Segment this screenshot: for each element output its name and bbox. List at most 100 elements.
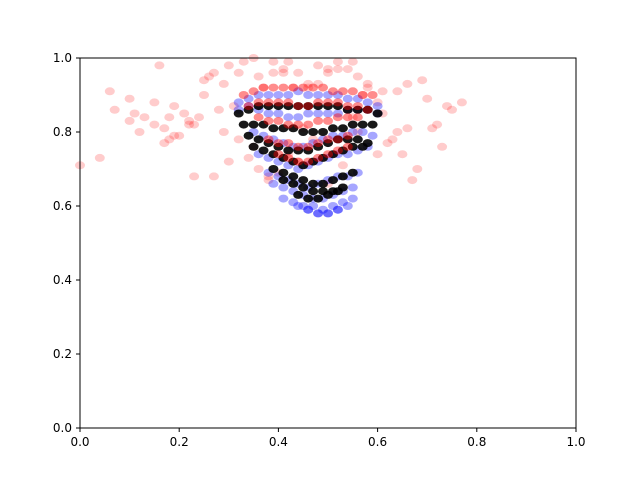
data-point: [293, 113, 304, 122]
data-point: [268, 179, 279, 188]
data-point: [347, 168, 358, 177]
data-point: [189, 172, 200, 181]
data-point: [313, 142, 324, 151]
data-point: [273, 116, 284, 125]
y-tick-label: 0.0: [53, 421, 72, 435]
data-point: [303, 102, 314, 111]
data-point: [278, 183, 289, 192]
data-point: [278, 68, 289, 77]
x-tick-label: 0.2: [170, 435, 189, 449]
data-point: [258, 146, 269, 155]
data-point: [263, 102, 274, 111]
data-point: [377, 87, 388, 96]
y-tick-label: 0.8: [53, 125, 72, 139]
data-point: [337, 161, 348, 170]
data-point: [283, 146, 294, 155]
data-point: [362, 83, 373, 92]
data-point: [313, 209, 324, 218]
data-point: [313, 61, 324, 70]
data-point: [342, 113, 353, 122]
data-point: [238, 91, 249, 99]
data-point: [347, 113, 358, 122]
data-point: [397, 150, 408, 159]
data-point: [263, 135, 274, 144]
data-point: [218, 79, 229, 88]
data-point: [323, 91, 333, 99]
data-point: [268, 68, 279, 77]
data-point: [149, 98, 160, 107]
data-point: [318, 179, 328, 188]
data-point: [273, 98, 284, 107]
x-tick-label: 0.0: [70, 435, 89, 449]
data-point: [258, 120, 269, 129]
data-point: [407, 176, 418, 185]
data-point: [332, 135, 343, 144]
data-point: [347, 128, 358, 136]
data-point: [347, 57, 358, 66]
x-axis: 0.0 0.2 0.4 0.6 0.8 1.0: [70, 428, 586, 449]
data-point: [268, 57, 279, 66]
data-point: [273, 150, 284, 159]
data-point: [303, 79, 314, 88]
data-point: [382, 139, 393, 148]
data-point: [253, 135, 264, 144]
data-point: [352, 94, 363, 103]
data-point: [437, 142, 448, 151]
data-point: [347, 142, 358, 151]
data-point: [218, 128, 229, 136]
data-point: [313, 153, 324, 162]
data-point: [288, 198, 299, 207]
data-point: [367, 131, 378, 140]
data-point: [293, 146, 304, 155]
y-axis: 0.0 0.2 0.4 0.6 0.8 1.0: [53, 51, 80, 435]
data-point: [303, 157, 314, 166]
y-tick-label: 0.6: [53, 199, 72, 213]
data-point: [357, 120, 368, 129]
series-2: [233, 102, 383, 203]
data-point: [352, 72, 363, 81]
data-point: [164, 113, 175, 122]
data-point: [228, 102, 239, 111]
data-point: [184, 120, 195, 129]
data-point: [303, 142, 314, 151]
data-point: [208, 172, 219, 181]
data-point: [283, 139, 294, 148]
data-point: [318, 128, 328, 136]
data-point: [313, 102, 324, 111]
data-point: [357, 91, 368, 99]
data-point: [298, 128, 309, 136]
data-point: [323, 68, 333, 77]
data-point: [298, 183, 309, 192]
data-point: [392, 128, 403, 136]
data-point: [328, 202, 338, 210]
data-point: [243, 102, 254, 111]
data-point: [342, 102, 353, 111]
data-point: [258, 83, 269, 92]
data-point: [248, 120, 259, 129]
data-point: [288, 124, 299, 133]
data-point: [199, 91, 209, 99]
data-point: [352, 102, 363, 111]
data-point: [283, 113, 294, 122]
data-point: [273, 142, 284, 151]
data-point: [278, 168, 289, 177]
data-point: [432, 120, 443, 129]
data-point: [223, 61, 234, 70]
data-point: [263, 91, 274, 99]
data-point: [332, 135, 343, 144]
data-point: [189, 120, 200, 129]
data-point: [323, 190, 333, 199]
data-point: [367, 120, 378, 129]
data-point: [412, 165, 423, 173]
data-point: [362, 98, 373, 107]
data-point: [313, 109, 324, 118]
data-point: [372, 109, 383, 118]
data-point: [427, 124, 438, 133]
data-point: [243, 131, 254, 140]
data-point: [308, 187, 319, 196]
data-point: [357, 142, 368, 151]
data-point: [313, 116, 324, 125]
data-point: [308, 157, 319, 166]
data-point: [332, 102, 343, 111]
data-point: [328, 87, 338, 96]
